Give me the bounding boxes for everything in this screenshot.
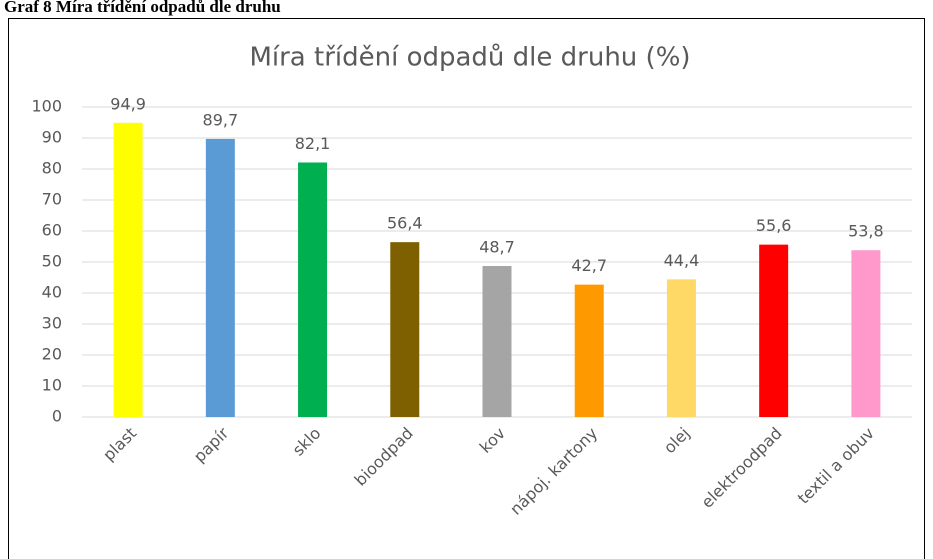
y-tick-label: 100 — [31, 97, 62, 116]
caption: Graf 8 Míra třídění odpadů dle druhu — [4, 0, 281, 16]
value-label: 55,6 — [756, 216, 792, 235]
y-tick-label: 0 — [52, 407, 62, 426]
y-tick-label: 80 — [42, 159, 62, 178]
value-label: 56,4 — [387, 214, 423, 233]
bar — [759, 244, 789, 417]
value-label: 42,7 — [571, 256, 607, 275]
bar — [666, 279, 696, 417]
bar — [482, 266, 512, 417]
value-label: 44,4 — [664, 251, 700, 270]
value-label: 94,9 — [110, 94, 146, 113]
y-tick-label: 60 — [42, 221, 62, 240]
y-tick-label: 50 — [42, 252, 62, 271]
value-label: 82,1 — [295, 134, 331, 153]
y-tick-label: 90 — [42, 128, 62, 147]
y-tick-label: 10 — [42, 376, 62, 395]
y-tick-label: 40 — [42, 283, 62, 302]
bar — [113, 122, 143, 417]
chart-title: Míra třídění odpadů dle druhu (%) — [249, 43, 690, 73]
bar — [390, 242, 420, 417]
bar — [574, 284, 604, 417]
y-tick-label: 20 — [42, 345, 62, 364]
y-tick-label: 70 — [42, 190, 62, 209]
value-label: 48,7 — [479, 238, 515, 257]
bar — [851, 250, 881, 417]
bar — [298, 162, 328, 417]
value-label: 89,7 — [203, 110, 239, 129]
bar — [205, 138, 235, 417]
value-label: 53,8 — [848, 222, 884, 241]
y-tick-label: 30 — [42, 314, 62, 333]
